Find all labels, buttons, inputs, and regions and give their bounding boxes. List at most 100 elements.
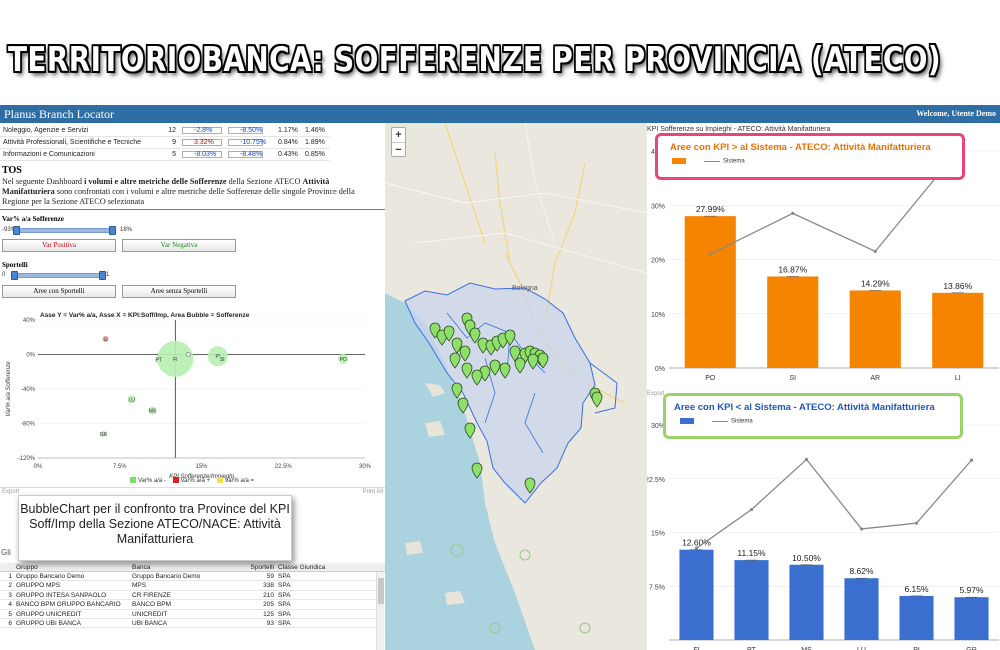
- sportelli-min-handle[interactable]: [11, 271, 18, 280]
- bar-gr[interactable]: [954, 597, 989, 640]
- legend-item-eq[interactable]: Var% a/a =: [216, 477, 254, 484]
- bar-ms[interactable]: [789, 564, 824, 640]
- sistema-point[interactable]: [969, 458, 974, 462]
- app-brand[interactable]: Planus Branch Locator: [4, 107, 114, 121]
- zoom-out-button[interactable]: −: [395, 144, 402, 156]
- bar-pi[interactable]: [899, 595, 934, 640]
- map-marker[interactable]: [451, 382, 463, 399]
- map-marker[interactable]: [471, 462, 483, 479]
- sistema-point[interactable]: [694, 546, 699, 550]
- bar-lu[interactable]: [844, 578, 879, 640]
- bar-pt[interactable]: [734, 560, 769, 640]
- map-marker[interactable]: [443, 325, 455, 342]
- sector-row[interactable]: Informazioni e Comunicazioni 5 -8.03% -8.48…: [0, 149, 330, 161]
- var-slider-min-handle[interactable]: [13, 226, 20, 235]
- bar-si[interactable]: [767, 276, 819, 368]
- map-marker[interactable]: [471, 369, 483, 386]
- map-marker[interactable]: [499, 362, 511, 379]
- groups-table-scrollbar[interactable]: [376, 572, 384, 650]
- row-banca: UNICREDIT: [132, 610, 168, 618]
- export-link[interactable]: Export: [2, 489, 20, 495]
- bubble-point[interactable]: [338, 353, 349, 364]
- sportelli-max-handle[interactable]: [99, 271, 106, 280]
- legend-item-pos[interactable]: Var% a/a +: [172, 477, 210, 484]
- var-slider-max-handle[interactable]: [109, 226, 116, 235]
- bar-li[interactable]: [932, 292, 984, 368]
- sector-pct: 0.85%: [305, 151, 325, 158]
- table-row[interactable]: 3 GRUPPO INTESA SANPAOLO CR FIRENZE 210 SPA: [0, 591, 385, 601]
- sistema-point[interactable]: [791, 211, 795, 215]
- sistema-point[interactable]: [914, 521, 919, 525]
- var-range-slider[interactable]: [13, 226, 116, 235]
- column-header[interactable]: Sportelli: [250, 564, 274, 571]
- sistema-point[interactable]: [873, 249, 877, 253]
- map-marker[interactable]: [527, 353, 539, 370]
- sportelli-range-slider[interactable]: [11, 271, 106, 280]
- print-all-link[interactable]: Print All: [362, 489, 383, 495]
- bubble-point[interactable]: [218, 354, 227, 363]
- legend-item-neg[interactable]: Var% a/a -: [130, 477, 166, 484]
- var-negative-button[interactable]: Var Negativa: [122, 239, 236, 252]
- table-row[interactable]: 5 GRUPPO UNICREDIT UNICREDIT 125 SPA: [0, 610, 385, 619]
- row-gruppo: GRUPPO UNICREDIT: [16, 610, 82, 618]
- bubble-point[interactable]: [100, 430, 107, 437]
- map-marker[interactable]: [509, 345, 521, 362]
- sistema-point[interactable]: [708, 252, 712, 256]
- map-marker[interactable]: [591, 391, 603, 408]
- bubble-chart[interactable]: Asse Y = Var% a/a, Asse X = KPI:Soff/Imp…: [0, 303, 385, 488]
- sistema-line[interactable]: [709, 150, 959, 255]
- sector-row[interactable]: Noleggio, Agenzie e Servizi 12 -2.8% -8.50%…: [0, 125, 330, 137]
- sistema-point[interactable]: [749, 507, 754, 512]
- groups-table: Gruppo Banca Sportelli Classe Giuridica 1 Gru…: [0, 563, 385, 629]
- table-row[interactable]: 4 BANCO BPM GRUPPO BANCARIO BANCO BPM 205 SP…: [0, 600, 385, 610]
- bubble-point[interactable]: [148, 406, 157, 415]
- row-gruppo: GRUPPO INTESA SANPAOLO: [16, 591, 107, 599]
- x-tick-label: SI: [789, 375, 796, 382]
- sistema-point[interactable]: [859, 527, 864, 531]
- map-marker[interactable]: [461, 362, 473, 379]
- column-header[interactable]: Gruppo: [16, 564, 38, 571]
- column-header[interactable]: Banca: [132, 564, 151, 571]
- headline-title: TERRITORIOBANCA: SOFFERENZE PER PROVINCI…: [8, 40, 942, 80]
- map-marker[interactable]: [504, 329, 516, 346]
- bubble-point[interactable]: [185, 352, 191, 357]
- bar-fi[interactable]: [679, 549, 714, 640]
- table-row[interactable]: 2 GRUPPO MPS MPS 338 SPA: [0, 581, 385, 591]
- bar-po[interactable]: [684, 216, 736, 368]
- table-row[interactable]: 6 GRUPPO UBI BANCA UBI BANCA 93 SPA: [0, 619, 385, 629]
- aree-senza-sportelli-button[interactable]: Aree senza Sportelli: [122, 285, 236, 298]
- row-classe: SPA: [278, 582, 291, 590]
- bubble-label: SI: [220, 357, 225, 363]
- column-header[interactable]: Classe Giuridica: [278, 564, 326, 571]
- bubble-point[interactable]: [127, 395, 136, 404]
- map-marker[interactable]: [514, 357, 526, 374]
- map-marker[interactable]: [459, 345, 471, 362]
- chart-export-link[interactable]: Export: [647, 391, 665, 397]
- var-positive-button[interactable]: Var Positiva: [2, 239, 116, 252]
- welcome-user[interactable]: Welcome, Utente Demo: [916, 109, 996, 118]
- zoom-in-button[interactable]: +: [392, 128, 405, 143]
- map-marker[interactable]: [469, 327, 481, 344]
- sistema-line[interactable]: [696, 458, 972, 549]
- aree-con-sportelli-button[interactable]: Aree con Sportelli: [2, 285, 116, 298]
- map-marker[interactable]: [489, 359, 501, 376]
- map-marker[interactable]: [457, 397, 469, 414]
- bar-ar[interactable]: [849, 290, 901, 368]
- map-marker[interactable]: [451, 337, 463, 354]
- map-panel[interactable]: Bologna + −: [385, 123, 647, 650]
- sector-row[interactable]: Attività Professionali, Scientifiche e T…: [0, 137, 330, 149]
- map-marker[interactable]: [524, 477, 536, 494]
- bubble-point[interactable]: [157, 340, 194, 377]
- bubble-point[interactable]: [154, 355, 163, 364]
- map-canvas[interactable]: Bologna: [385, 123, 647, 650]
- map-marker[interactable]: [464, 422, 476, 439]
- sistema-point[interactable]: [804, 457, 809, 461]
- y-tick-label: 0%: [655, 366, 665, 373]
- x-tick-label: LI: [955, 375, 961, 382]
- map-marker[interactable]: [449, 352, 461, 369]
- map-marker[interactable]: [537, 352, 549, 369]
- map-markers[interactable]: [429, 312, 603, 494]
- scrollbar-thumb[interactable]: [378, 578, 384, 604]
- bubble-point[interactable]: [102, 335, 109, 342]
- table-row[interactable]: 1 Gruppo Bancario Demo Gruppo Bancario Dem…: [0, 572, 385, 582]
